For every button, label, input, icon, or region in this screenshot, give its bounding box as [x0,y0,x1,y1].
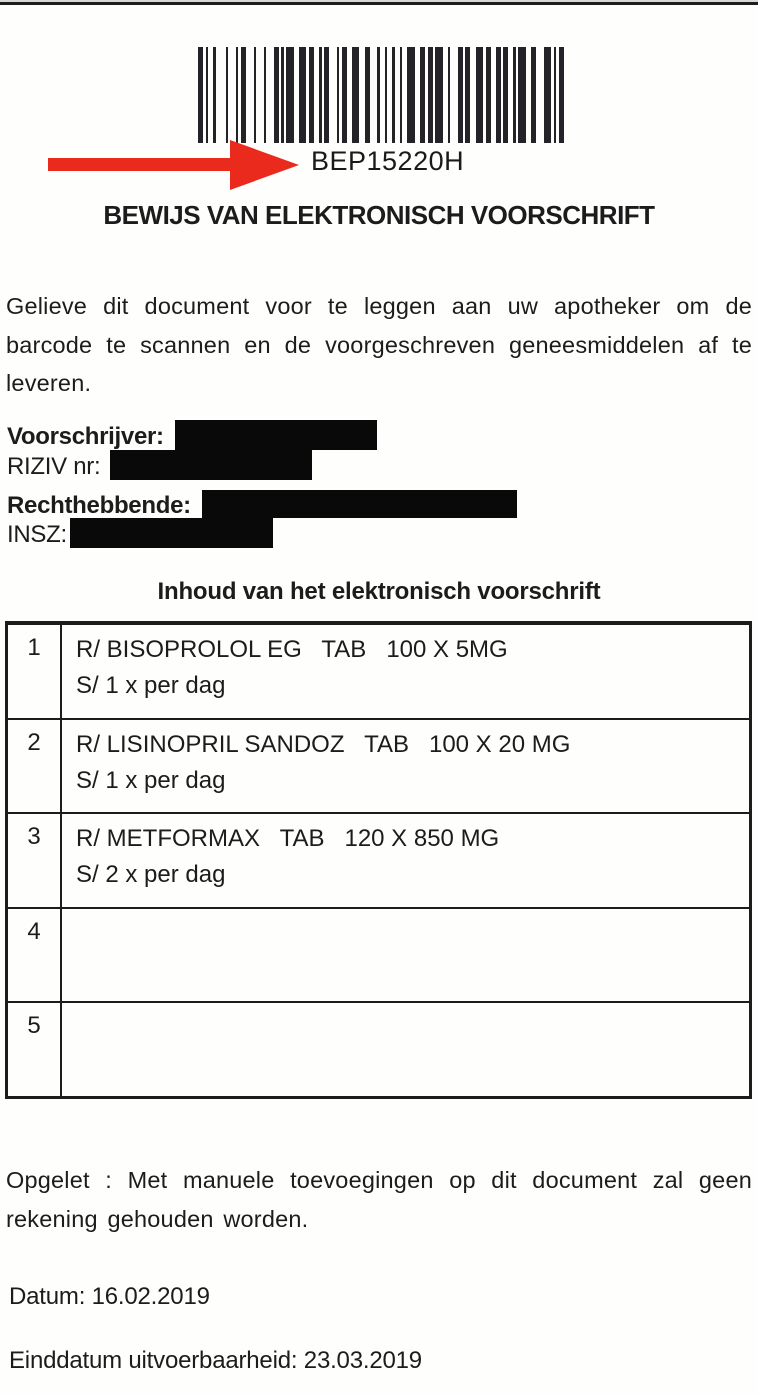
row-content [62,1003,749,1096]
row-number: 3 [8,814,62,907]
table-row: 1 R/ BISOPROLOL EG TAB 100 X 5MG S/ 1 x p… [8,625,749,718]
barcode [198,47,565,143]
divider [0,0,758,4]
row-dosage: S/ 1 x per dag [76,672,226,699]
end-date-label: Einddatum uitvoerbaarheid: [9,1347,298,1374]
row-dosage: S/ 1 x per dag [76,766,226,794]
bottom-edge-rule [0,0,758,2]
end-date-value: 23.03.2019 [303,1347,422,1374]
date-value: 16.02.2019 [91,1283,210,1310]
row-medication: R/ METFORMAX TAB 120 X 850 MG [76,825,500,853]
row-medication: R/ LISINOPRIL SANDOZ TAB 100 X 20 MG [76,730,571,758]
warning-paragraph: Opgelet : Met manuele toevoegingen op di… [6,1167,752,1232]
row-number: 5 [8,1003,62,1096]
row-medication: R/ BISOPROLOL EG TAB 100 X 5MG [76,636,508,663]
insz-redaction-bar [70,518,273,548]
table-row: 2 R/ LISINOPRIL SANDOZ TAB 100 X 20 MG S/… [8,717,749,813]
table-heading: Inhoud van het elektronisch voorschrift [157,578,601,605]
row-number: 2 [8,719,62,813]
date-line: Datum: 16.02.2019 [9,1283,210,1311]
row-content: R/ LISINOPRIL SANDOZ TAB 100 X 20 MG S/ 1… [62,720,749,813]
beneficiary-label: Rechthebbende: [7,492,191,519]
table-row: 3 R/ METFORMAX TAB 120 X 850 MG S/ 2 x pe… [8,812,749,907]
beneficiary-redaction-bar [202,490,517,518]
barcode-value: BEP15220H [311,146,465,176]
rx-table: 1 R/ BISOPROLOL EG TAB 100 X 5MG S/ 1 x p… [5,621,752,1099]
row-content: R/ METFORMAX TAB 120 X 850 MG S/ 2 x per … [62,814,749,907]
table-row: 4 [8,906,749,1002]
row-number: 4 [8,908,62,1002]
row-content [62,909,749,1002]
prescriber-label: Voorschrijver: [7,423,164,450]
red-arrow-icon [230,140,299,190]
prescriber-redaction-bar [175,420,377,450]
red-arrow-shaft [48,158,231,171]
row-content: R/ BISOPROLOL EG TAB 100 X 5MG S/ 1 x per… [62,625,749,718]
end-date-line: Einddatum uitvoerbaarheid: 23.03.2019 [9,1347,422,1375]
riziv-label: RIZIV nr: [7,453,101,480]
table-row: 5 [8,1001,749,1096]
insz-label: INSZ: [7,521,67,548]
row-dosage: S/ 2 x per dag [76,861,226,889]
page-title: BEWIJS VAN ELEKTRONISCH VOORSCHRIFT [103,200,655,230]
date-label: Datum: [9,1283,86,1310]
row-number: 1 [8,625,62,718]
intro-paragraph: Gelieve dit document voor te leggen aan … [6,293,752,396]
riziv-redaction-bar [110,450,312,480]
